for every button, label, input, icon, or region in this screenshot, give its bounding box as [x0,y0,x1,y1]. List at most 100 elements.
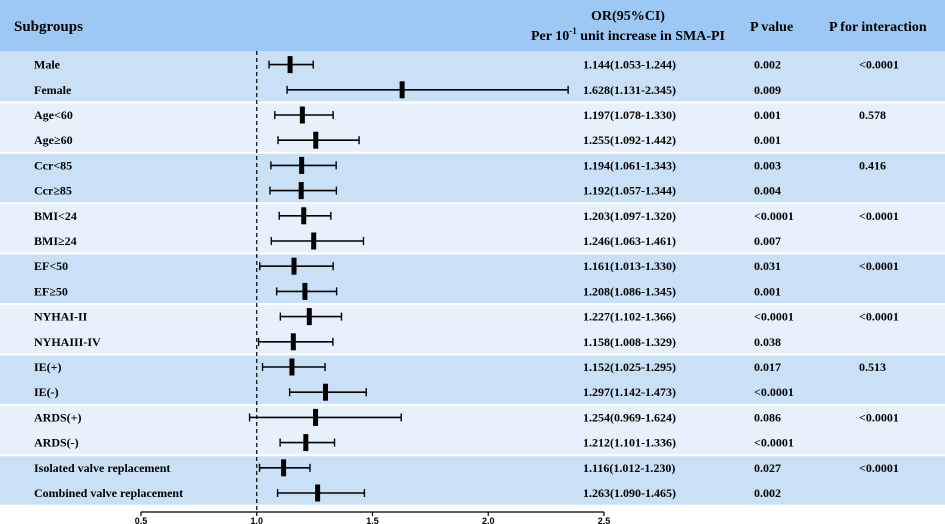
point-estimate [306,308,312,326]
p-value: 0.001 [754,284,781,298]
p-interaction-value: <0.0001 [859,410,899,424]
point-estimate [311,232,317,250]
p-value: 0.001 [754,108,781,122]
or-ci-value: 1.255(1.092-1.442) [583,133,676,147]
or-ci-value: 1.192(1.057-1.344) [583,184,676,198]
table-row: Male 1.144(1.053-1.244) 0.002 <0.0001 [34,56,899,74]
or-ci-value: 1.263(1.090-1.465) [583,486,676,500]
or-ci-value: 1.297(1.142-1.473) [583,385,676,399]
p-value: 0.003 [754,158,781,172]
p-interaction-value: <0.0001 [859,259,899,273]
table-row: IE(-) 1.297(1.142-1.473) <0.0001 [34,383,794,401]
x-axis: 0.5 1.0 1.5 2.0 2.5 [135,511,611,524]
table-row: BMI≥24 1.246(1.063-1.461) 0.007 [34,232,781,250]
point-estimate [299,156,305,174]
p-value: 0.001 [754,133,781,147]
header-or-unit: Per 10-1 unit increase in SMA-PI [531,26,725,44]
row-bands [0,51,945,505]
table-row: IE(+) 1.152(1.025-1.295) 0.017 0.513 [34,358,886,376]
p-value: <0.0001 [754,436,794,450]
or-ci-value: 1.227(1.102-1.366) [583,310,676,324]
p-value: 0.004 [754,184,781,198]
point-estimate [313,408,319,426]
row-label: Ccr≥85 [34,184,72,198]
band-group [0,456,945,505]
row-label: NYHAIII-IV [34,335,101,349]
table-row: NYHAI-II 1.227(1.102-1.366) <0.0001 <0.0001 [34,308,899,326]
row-label: ARDS(+) [34,410,82,424]
table-row: EF<50 1.161(1.013-1.330) 0.031 <0.0001 [34,257,899,275]
row-label: IE(+) [34,360,62,374]
p-value: 0.031 [754,259,781,273]
p-value: 0.002 [754,486,781,500]
band-group [0,204,945,253]
row-label: Age<60 [34,108,73,122]
row-label: IE(-) [34,385,59,399]
x-tick-label: 2.5 [598,516,611,524]
table-row: Isolated valve replacement 1.116(1.012-1.… [34,459,899,477]
point-estimate [299,106,305,124]
point-estimate [281,459,287,477]
header-or-unit-sup: -1 [569,26,577,36]
p-value: <0.0001 [754,209,794,223]
table-row: BMI<24 1.203(1.097-1.320) <0.0001 <0.0001 [34,207,899,225]
or-ci-value: 1.254(0.969-1.624) [583,410,676,424]
or-ci-value: 1.116(1.012-1.230) [583,461,675,475]
or-ci-value: 1.161(1.013-1.330) [583,259,676,273]
point-estimate [291,257,297,275]
p-value: 0.007 [754,234,781,248]
band-group [0,305,945,354]
table-row: Age<60 1.197(1.078-1.330) 0.001 0.578 [34,106,886,124]
row-label: Age≥60 [34,133,73,147]
point-estimate [298,182,304,200]
row-label: Combined valve replacement [34,486,183,500]
p-value: <0.0001 [754,385,794,399]
row-content: Male 1.144(1.053-1.244) 0.002 <0.0001 Female… [34,51,899,512]
p-interaction-value: <0.0001 [859,209,899,223]
or-ci-value: 1.144(1.053-1.244) [583,58,676,72]
table-row: Ccr≥85 1.192(1.057-1.344) 0.004 [34,182,781,200]
header-p-interaction: P for interaction [829,20,927,35]
table-row: Age≥60 1.255(1.092-1.442) 0.001 [34,131,781,149]
point-estimate [303,434,309,452]
point-estimate [313,131,319,149]
band-group [0,103,945,152]
point-estimate [290,333,296,351]
p-value: 0.017 [754,360,781,374]
table-row: Female 1.628(1.131-2.345) 0.009 [34,81,781,99]
table-row: EF≥50 1.208(1.086-1.345) 0.001 [34,282,781,300]
header-or-unit-post: unit increase in SMA-PI [577,29,725,44]
table-row: ARDS(-) 1.212(1.101-1.336) <0.0001 [34,434,794,452]
p-interaction-value: 0.416 [859,158,886,172]
or-ci-value: 1.158(1.008-1.329) [583,335,676,349]
header-background [0,0,945,51]
header-or: OR(95%CI) [591,9,665,24]
p-value: 0.002 [754,58,781,72]
p-interaction-value: <0.0001 [859,310,899,324]
point-estimate [302,282,308,300]
x-tick-label: 1.0 [250,516,263,524]
or-ci-value: 1.208(1.086-1.345) [583,284,676,298]
or-ci-value: 1.152(1.025-1.295) [583,360,676,374]
x-tick-label: 2.0 [482,516,495,524]
or-ci-value: 1.194(1.061-1.343) [583,158,676,172]
row-label: Female [34,83,72,97]
row-label: NYHAI-II [34,310,88,324]
p-value: 0.027 [754,461,781,475]
or-ci-value: 1.628(1.131-2.345) [583,83,676,97]
point-estimate [301,207,307,225]
point-estimate [315,484,321,502]
p-value: <0.0001 [754,310,794,324]
table-row: NYHAIII-IV 1.158(1.008-1.329) 0.038 [34,333,781,351]
row-label: BMI≥24 [34,234,77,248]
band-group [0,355,945,404]
band-group [0,254,945,303]
point-estimate [287,56,293,74]
p-value: 0.038 [754,335,781,349]
p-interaction-value: <0.0001 [859,58,899,72]
or-ci-value: 1.246(1.063-1.461) [583,234,676,248]
table-row: ARDS(+) 1.254(0.969-1.624) 0.086 <0.0001 [34,408,899,426]
header-bar: Subgroups OR(95%CI) Per 10-1 unit increa… [0,0,945,51]
or-ci-value: 1.203(1.097-1.320) [583,209,676,223]
header-or-unit-pre: Per 10 [531,29,569,44]
